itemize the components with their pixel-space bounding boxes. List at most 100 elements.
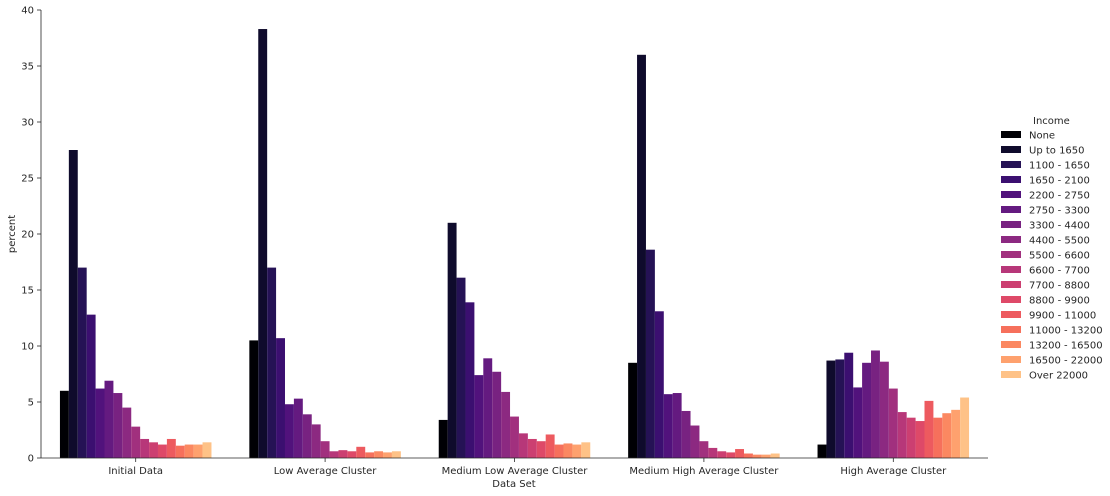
bar [942, 413, 952, 458]
bar [563, 443, 573, 458]
bar [311, 424, 321, 458]
legend-swatch [1001, 236, 1021, 243]
bar [465, 302, 475, 458]
bar [356, 446, 366, 458]
bar [871, 350, 880, 458]
y-tick-label: 35 [21, 62, 34, 73]
legend-label: 3300 - 4400 [1029, 221, 1090, 232]
legend-swatch [1001, 296, 1021, 303]
bar [628, 362, 638, 458]
bar [924, 400, 934, 458]
legend-label: 8800 - 9900 [1029, 296, 1090, 307]
bar [383, 452, 392, 458]
y-axis-label: percent [7, 215, 18, 253]
bar [474, 375, 484, 458]
legend-label: Over 22000 [1029, 371, 1088, 382]
bar [249, 340, 259, 458]
legend-swatch [1001, 251, 1021, 258]
legend-swatch [1001, 266, 1021, 273]
bar [131, 426, 141, 458]
bar [175, 445, 185, 458]
bar [752, 454, 762, 458]
bar [761, 454, 771, 458]
bar [483, 358, 493, 458]
bar [915, 421, 925, 458]
legend-label: 4400 - 5500 [1029, 236, 1090, 247]
bar [258, 29, 268, 458]
x-tick-label: Initial Data [108, 466, 163, 477]
legend-label: None [1029, 131, 1055, 142]
legend-swatch [1001, 191, 1021, 198]
bar [545, 434, 555, 458]
legend-label: 11000 - 13200 [1029, 326, 1103, 337]
bar [501, 391, 511, 458]
legend-swatch [1001, 311, 1021, 318]
legend-label: Up to 1650 [1029, 146, 1085, 157]
bar [447, 222, 457, 458]
bar [879, 361, 889, 458]
bar [276, 338, 285, 458]
x-tick-label: Medium High Average Cluster [629, 466, 779, 477]
bar [581, 442, 591, 458]
bar [59, 390, 69, 458]
bar [960, 397, 970, 458]
bar [456, 277, 466, 458]
bar [510, 416, 519, 458]
bar [113, 393, 123, 458]
bar [284, 404, 294, 458]
bar [906, 417, 916, 458]
legend-label: 1100 - 1650 [1029, 161, 1090, 172]
bar [708, 447, 718, 458]
legend-label: 7700 - 8800 [1029, 281, 1090, 292]
bar [77, 267, 87, 458]
bar [140, 438, 150, 458]
bar [862, 362, 872, 458]
y-tick-label: 25 [21, 174, 34, 185]
bar [654, 311, 664, 458]
legend-swatch [1001, 356, 1021, 363]
bar [86, 314, 96, 458]
y-tick-label: 5 [28, 398, 34, 409]
legend-label: 2750 - 3300 [1029, 206, 1090, 217]
bar [744, 453, 753, 458]
bar [835, 359, 845, 458]
x-tick-label: Medium Low Average Cluster [442, 466, 589, 477]
legend-swatch [1001, 371, 1021, 378]
legend-swatch [1001, 176, 1021, 183]
bar [68, 150, 78, 458]
bar [293, 398, 303, 458]
bar [302, 414, 312, 458]
legend-label: 13200 - 16500 [1029, 341, 1103, 352]
bar [329, 451, 339, 458]
legend-label: 9900 - 11000 [1029, 311, 1096, 322]
legend-label: 2200 - 2750 [1029, 191, 1090, 202]
bar [645, 249, 655, 458]
bar [726, 452, 736, 458]
legend-swatch [1001, 146, 1021, 153]
legend-swatch [1001, 206, 1021, 213]
y-tick-label: 40 [21, 6, 34, 17]
y-tick-label: 10 [21, 342, 34, 353]
bar [933, 417, 943, 458]
bar [157, 444, 167, 458]
bar [536, 441, 546, 458]
bar [888, 388, 898, 458]
bar [699, 441, 709, 458]
bar [149, 442, 158, 458]
bar [320, 441, 330, 458]
bar [374, 451, 384, 458]
bar [347, 451, 357, 458]
bar [572, 444, 582, 458]
bar [104, 380, 114, 458]
bar [672, 393, 682, 458]
bar [817, 444, 827, 458]
bar [690, 425, 700, 458]
bar [663, 394, 673, 458]
bar [365, 452, 375, 458]
legend-label: 6600 - 7700 [1029, 266, 1090, 277]
bar [492, 371, 502, 458]
y-tick-label: 0 [28, 454, 34, 465]
bar [853, 387, 863, 458]
legend-swatch [1001, 221, 1021, 228]
bar [338, 450, 348, 458]
